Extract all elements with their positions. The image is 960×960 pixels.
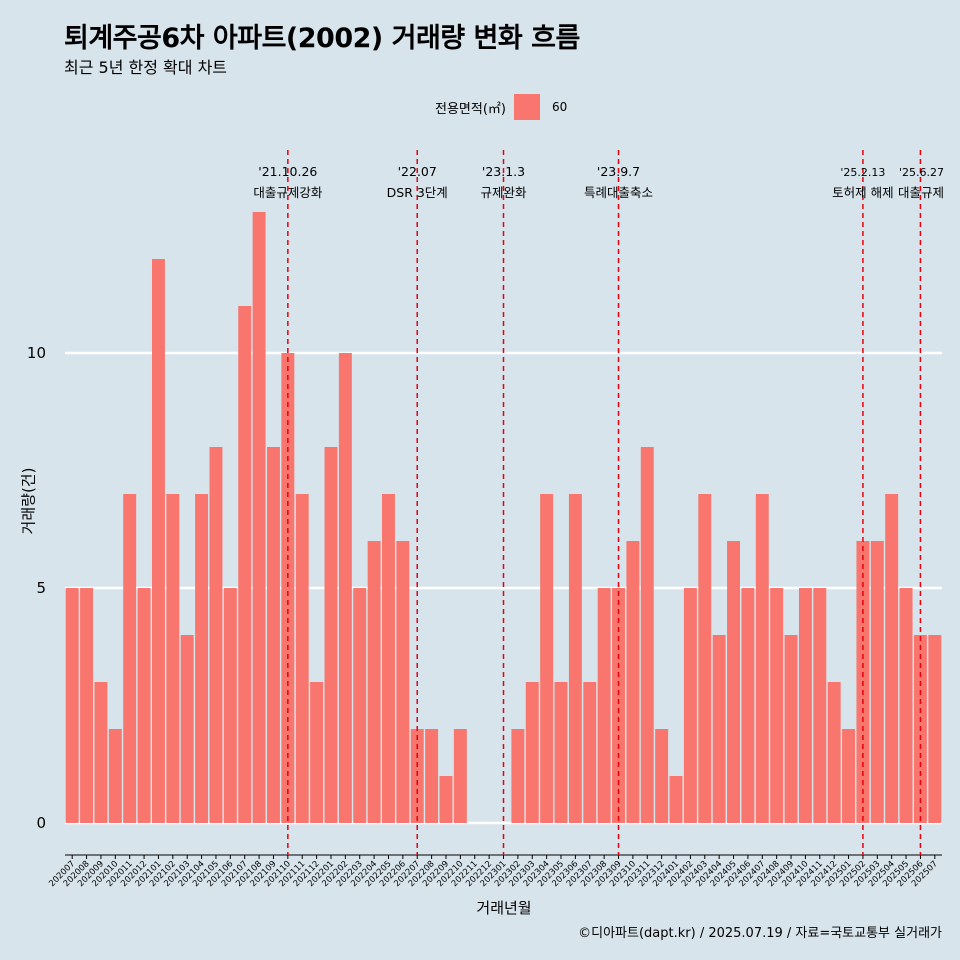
bar <box>108 729 122 823</box>
bar <box>453 729 467 823</box>
event-date-label: '23.9.7 <box>597 164 640 179</box>
bar <box>425 729 439 823</box>
bar <box>698 494 712 823</box>
bar <box>324 447 338 823</box>
bar <box>655 729 669 823</box>
bar <box>353 588 367 823</box>
bar <box>899 588 913 823</box>
bar <box>827 682 841 823</box>
event-label: 대출규제강화 <box>253 185 323 200</box>
bar <box>281 353 295 823</box>
bar <box>612 588 625 823</box>
bar <box>842 729 856 823</box>
bar <box>80 588 94 823</box>
bar <box>712 635 726 823</box>
bar <box>928 635 942 823</box>
bar <box>123 494 137 823</box>
bar <box>597 588 611 823</box>
y-tick-label: 5 <box>36 579 46 597</box>
legend-entry-label: 60 <box>551 100 568 114</box>
bar <box>540 494 554 823</box>
bar <box>583 682 597 823</box>
bar <box>151 259 165 823</box>
bar <box>382 494 395 823</box>
event-date-label: '22.07 <box>398 164 437 179</box>
bar <box>784 635 798 823</box>
bar <box>180 635 194 823</box>
event-label: 규제완화 <box>480 185 527 200</box>
bar <box>870 541 884 823</box>
bar <box>683 588 697 823</box>
bar <box>798 588 812 823</box>
legend-title: 전용면적(㎡) <box>435 101 506 117</box>
event-date-label: '25.2.13 <box>840 166 885 179</box>
legend: 전용면적(㎡) 60 <box>435 94 567 120</box>
x-axis-label: 거래년월 <box>476 899 532 917</box>
bar <box>65 588 79 823</box>
bar <box>525 682 539 823</box>
bar <box>195 494 209 823</box>
bar <box>568 494 582 823</box>
y-axis-label: 거래량(건) <box>19 467 38 535</box>
bar <box>770 588 784 823</box>
bar <box>640 447 654 823</box>
bar <box>266 447 280 823</box>
bar <box>338 353 352 823</box>
bar <box>755 494 769 823</box>
event-label: 토허제 해제 <box>832 185 893 200</box>
bar <box>626 541 640 823</box>
chart-title: 퇴계주공6차 아파트(2002) 거래량 변화 흐름 <box>64 23 580 54</box>
event-date-label: '21.10.26 <box>258 164 317 179</box>
bar <box>223 588 237 823</box>
bar <box>813 588 827 823</box>
bar <box>554 682 568 823</box>
bar <box>367 541 381 823</box>
bar <box>396 541 410 823</box>
bar <box>137 588 151 823</box>
y-tick-label: 10 <box>27 344 46 362</box>
bar <box>238 306 252 823</box>
event-date-label: '25.6.27 <box>899 166 944 179</box>
legend-swatch <box>513 94 540 120</box>
bar <box>727 541 741 823</box>
bar <box>94 682 108 823</box>
bar <box>166 494 180 823</box>
source-caption: ©디아파트(dapt.kr) / 2025.07.19 / 자료=국토교통부 실… <box>578 926 942 941</box>
bar <box>252 212 266 823</box>
y-tick-label: 0 <box>36 814 46 832</box>
bar <box>741 588 755 823</box>
bar <box>511 729 525 823</box>
bar <box>410 729 424 823</box>
event-label: 특례대출축소 <box>584 185 653 200</box>
bar <box>209 447 223 823</box>
chart-subtitle: 최근 5년 한정 확대 차트 <box>64 58 228 77</box>
event-label: DSR 3단계 <box>387 185 448 200</box>
bar <box>885 494 899 823</box>
event-label: 대출규제 <box>898 185 944 200</box>
bar <box>295 494 309 823</box>
bar <box>669 776 683 823</box>
event-date-label: '23.1.3 <box>482 164 525 179</box>
bar <box>310 682 324 823</box>
bar <box>439 776 453 823</box>
